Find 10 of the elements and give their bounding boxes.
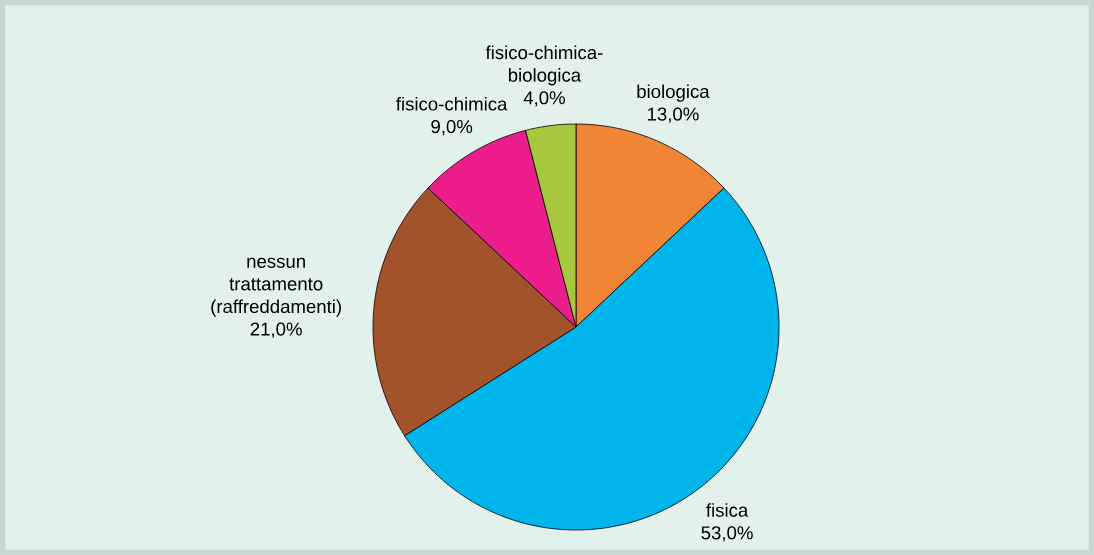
data-label: 4,0% (523, 91, 565, 107)
slice-label: fisico-chimica-biologica (485, 45, 603, 86)
data-label: 21,0% (250, 322, 302, 338)
slice-label: fisica (706, 503, 749, 517)
slice-label: biologica (637, 84, 710, 102)
data-label: 9,0% (431, 119, 473, 136)
slice-label: fisico-chimica (396, 96, 508, 111)
slice-label: nessun trattamento (raffreddamenti) (211, 257, 341, 317)
data-label: 53,0% (701, 526, 753, 542)
data-label: 13,0% (647, 107, 699, 123)
